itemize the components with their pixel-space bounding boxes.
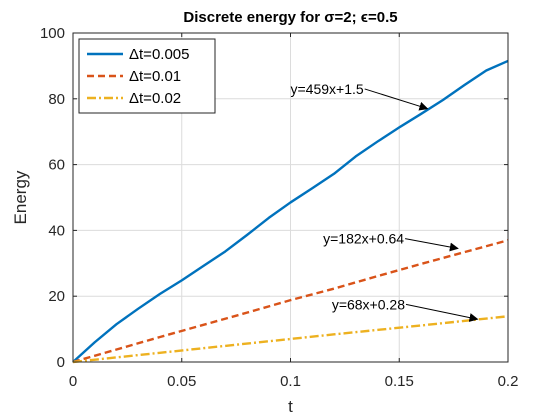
x-tick-label: 0.1 — [280, 373, 301, 390]
y-axis-label: Energy — [11, 170, 30, 224]
x-tick-label: 0.05 — [167, 373, 196, 390]
y-tick-label: 40 — [48, 222, 65, 239]
y-tick-label: 20 — [48, 288, 65, 305]
x-tick-label: 0.15 — [385, 373, 414, 390]
annotation-text: y=68x+0.28 — [332, 296, 405, 312]
series-line-2 — [72, 239, 509, 364]
axis-ticks: 0 0.05 0.1 0.15 0.2 0 20 40 60 80 100 — [40, 25, 518, 390]
y-tick-label: 100 — [40, 25, 65, 42]
y-tick-label: 60 — [48, 157, 65, 174]
series-line-3 — [72, 315, 509, 364]
annotation-arrow — [364, 88, 429, 111]
y-tick-label: 80 — [48, 91, 65, 108]
series-layer — [72, 59, 509, 364]
x-tick-label: 0 — [69, 373, 77, 390]
x-axis-label: t — [288, 397, 293, 416]
series-line-1 — [72, 59, 509, 363]
annotation-text: y=459x+1.5 — [291, 81, 364, 97]
x-tick-label: 0.2 — [498, 373, 519, 390]
legend-label: Δt=0.005 — [129, 46, 189, 63]
annotation-text: y=182x+0.64 — [323, 231, 404, 247]
annotation-arrow — [405, 238, 459, 252]
annotation-arrow — [405, 303, 479, 322]
y-tick-label: 0 — [57, 354, 65, 371]
legend: Δt=0.005 Δt=0.01 Δt=0.02 — [78, 38, 216, 114]
legend-label: Δt=0.02 — [129, 90, 181, 107]
chart-title: Discrete energy for σ=2; ϵ=0.5 — [183, 9, 397, 26]
legend-label: Δt=0.01 — [129, 68, 181, 85]
annotations: y=459x+1.5 y=182x+0.64 y=68x+0.28 — [291, 81, 479, 322]
